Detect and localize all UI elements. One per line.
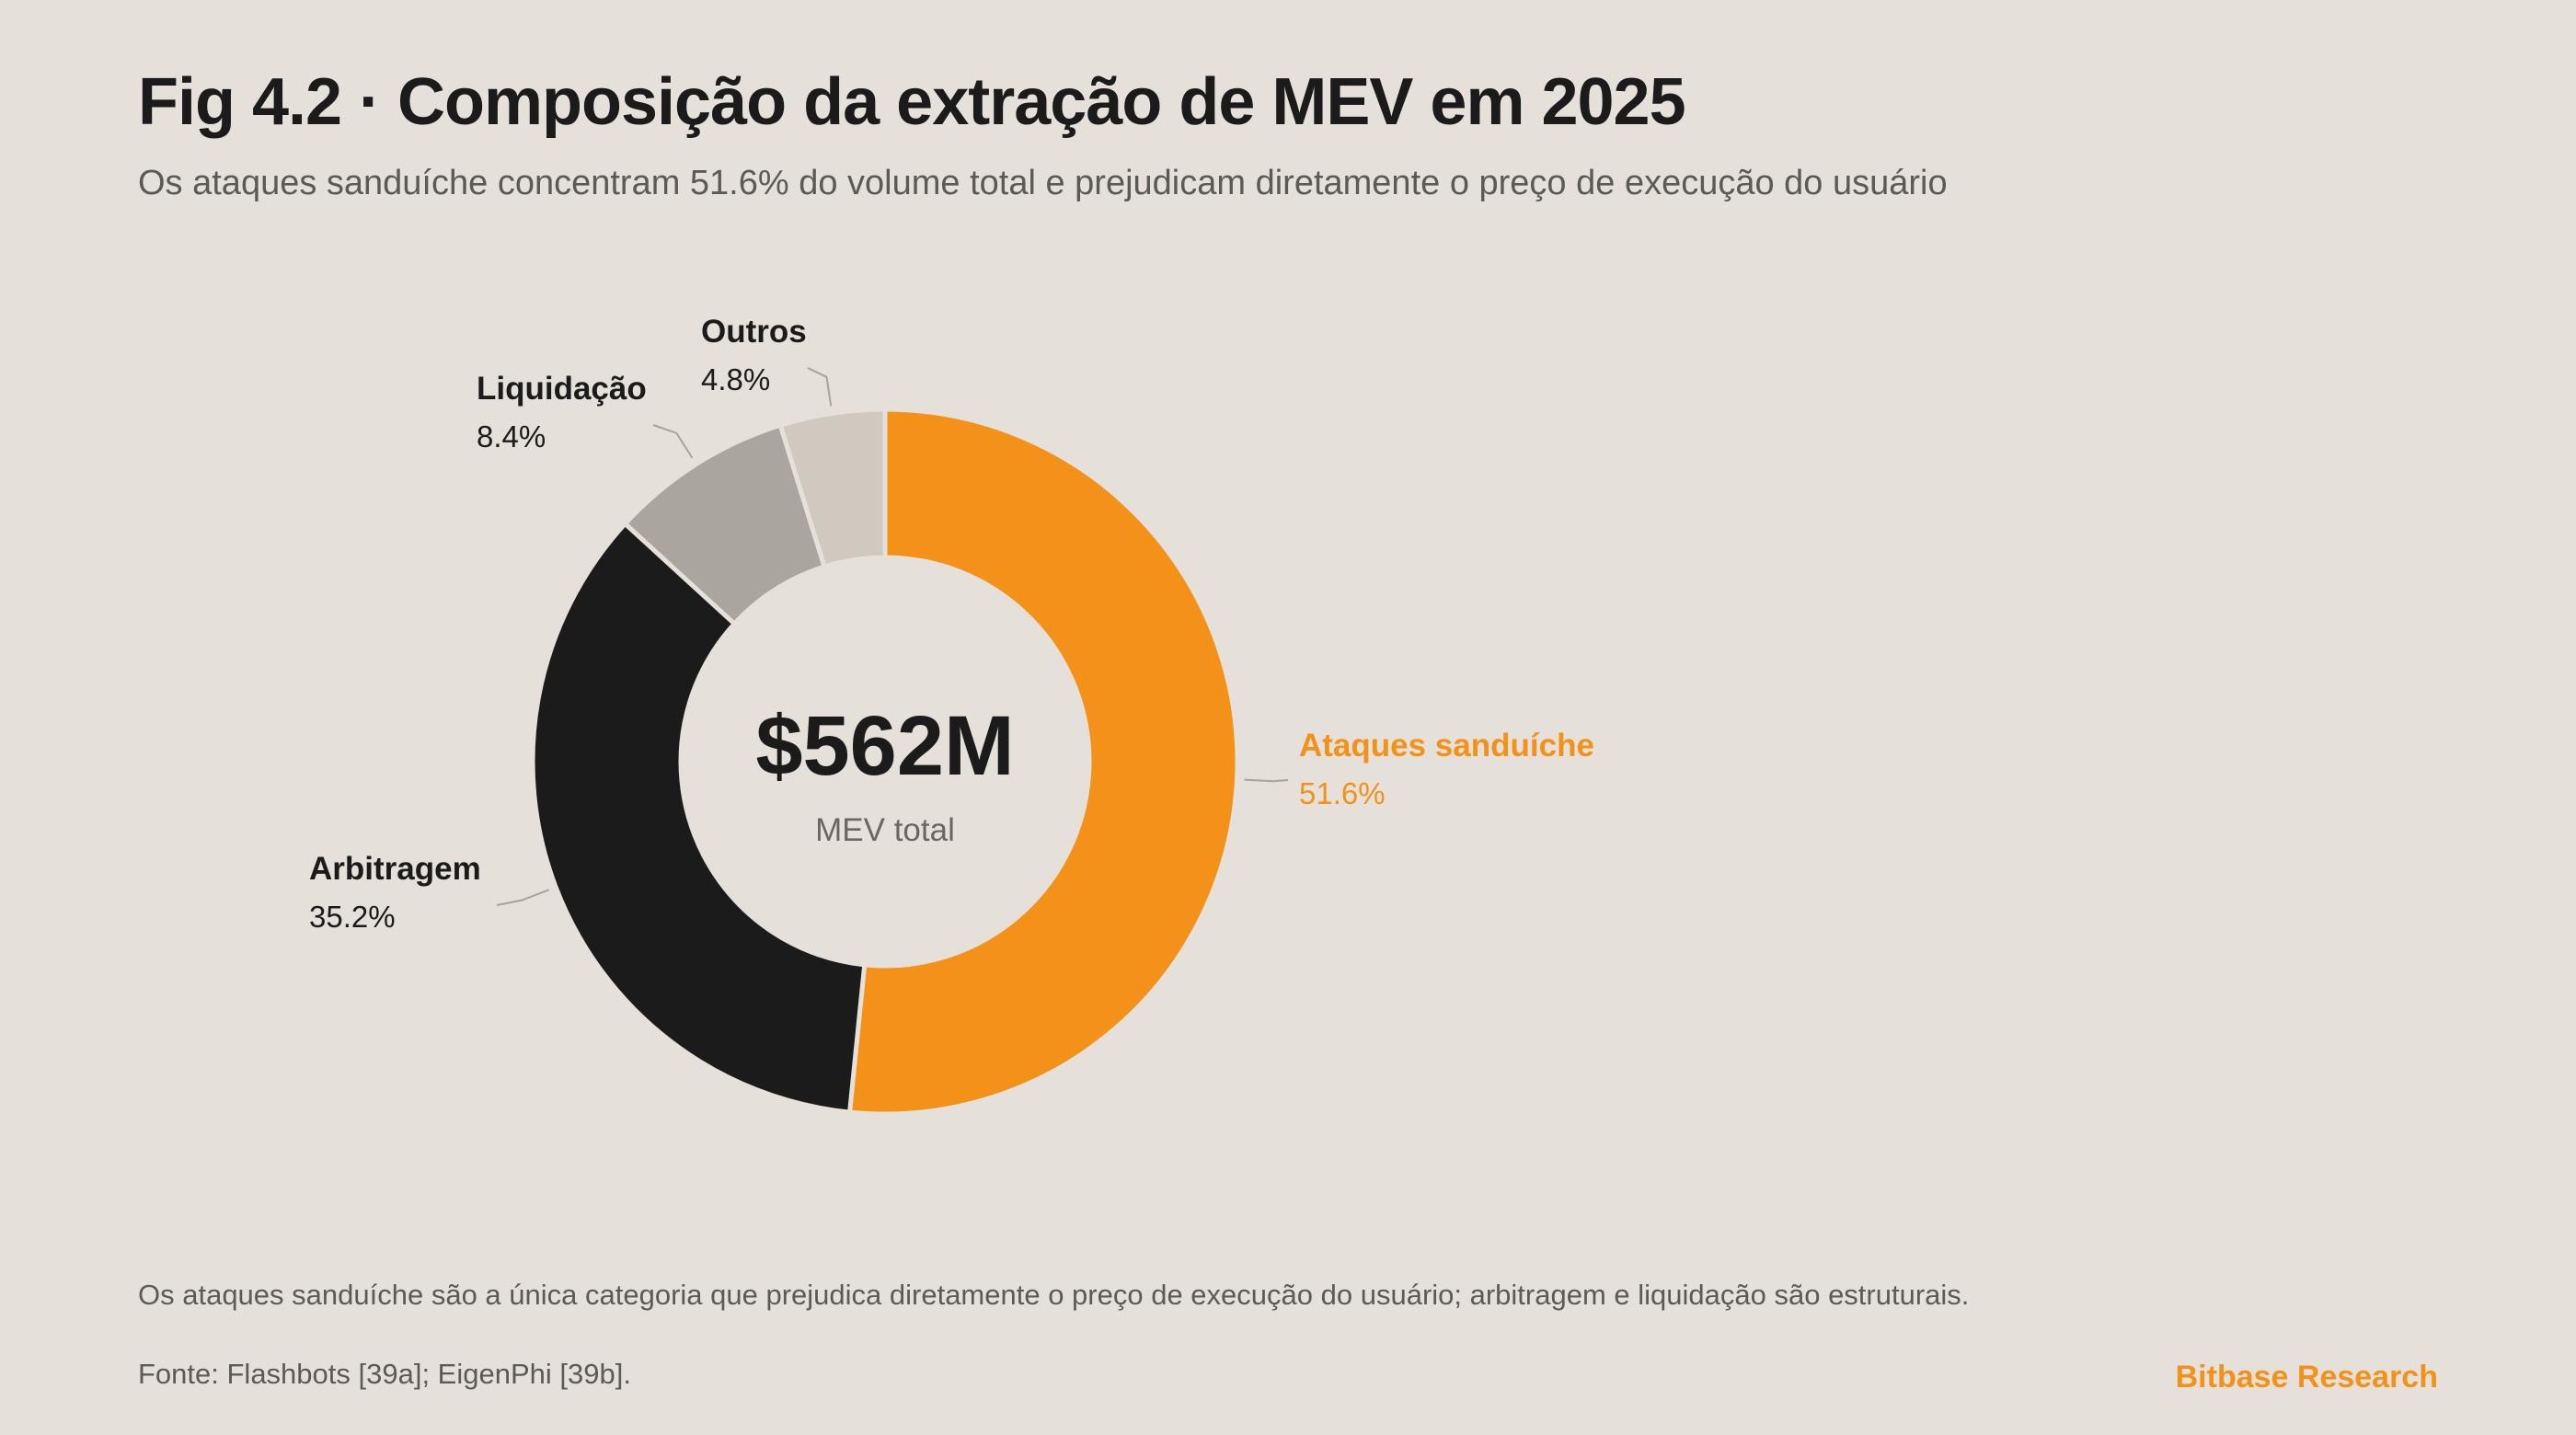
slice-label-name-3: Liquidação xyxy=(477,371,647,407)
donut-slices xyxy=(530,407,1240,1117)
slice-label-value-1: 51.6% xyxy=(1299,776,1386,810)
donut-slice-1 xyxy=(846,407,1240,1117)
center-total-label: MEV total xyxy=(815,812,955,848)
slice-label-value-2: 35.2% xyxy=(309,900,396,934)
donut-slice-4 xyxy=(777,407,888,570)
donut-slice-2 xyxy=(530,520,868,1115)
leader-line-1 xyxy=(1244,778,1289,783)
leader-line-4 xyxy=(807,367,833,407)
footnote: Os ataques sanduíche são a única categor… xyxy=(138,1279,1970,1311)
center-total-value: $562M xyxy=(755,699,1014,793)
slice-label-name-4: Outros xyxy=(701,314,807,350)
leader-line-3 xyxy=(652,424,694,459)
brand-logo-text: Bitbase Research xyxy=(2175,1360,2438,1395)
slice-label-name-1: Ataques sanduíche xyxy=(1299,728,1594,763)
chart-title: Fig 4.2 · Composição da extração de MEV … xyxy=(138,65,1686,139)
slice-label-value-4: 4.8% xyxy=(701,362,770,396)
chart-subtitle: Os ataques sanduíche concentram 51.6% do… xyxy=(138,164,1948,202)
leader-line-2 xyxy=(496,889,550,906)
leader-lines xyxy=(496,367,1289,906)
slice-label-value-3: 8.4% xyxy=(477,419,546,453)
slice-labels: Ataques sanduíche 51.6% Arbitragem 35.2% Liq… xyxy=(309,314,1594,934)
source-citation: Fonte: Flashbots [39a]; EigenPhi [39b]. xyxy=(138,1358,631,1390)
slice-label-name-2: Arbitragem xyxy=(309,851,481,887)
